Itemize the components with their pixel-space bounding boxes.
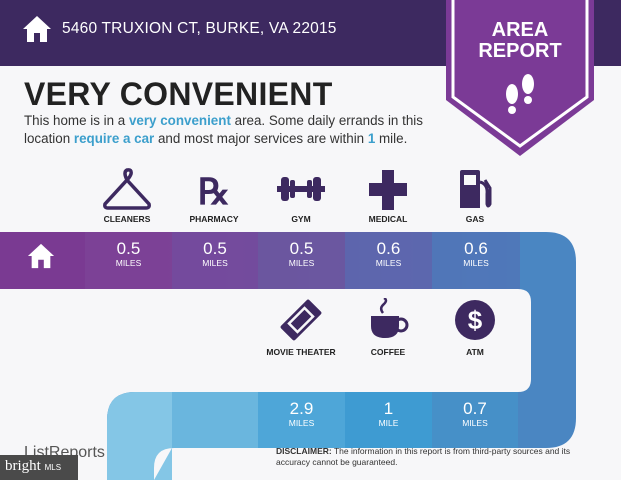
ticket-icon [280, 299, 322, 341]
page-title: VERY CONVENIENT [24, 76, 333, 112]
property-address: 5460 TRUXION CT, BURKE, VA 22015 [62, 20, 337, 37]
area-report-badge [446, 0, 594, 156]
label-atm: ATM [466, 347, 484, 357]
label-gas: GAS [465, 214, 485, 224]
label-gym: GYM [291, 214, 311, 224]
badge-title: AREA REPORT [478, 19, 562, 62]
distance-movie-theater: 2.9 MILES [288, 399, 315, 429]
distance-cleaners: 0.5 MILES [115, 239, 142, 269]
svg-text:$: $ [468, 305, 483, 335]
hanger-icon [103, 168, 151, 210]
home-icon [23, 16, 51, 42]
label-movie-theater: MOVIE THEATER [266, 347, 336, 357]
distance-coffee: 1 MILE [378, 399, 399, 429]
distance-pharmacy: 0.5 MILES [202, 239, 228, 269]
distance-gas: 0.6 MILES [463, 239, 489, 269]
footprints-icon [506, 74, 534, 114]
distance-atm: 0.7 MILES [462, 399, 488, 429]
dumbbell-icon [277, 177, 325, 201]
label-coffee: COFFEE [370, 347, 406, 357]
home-icon [27, 243, 55, 269]
label-pharmacy: PHARMACY [189, 214, 239, 224]
rx-icon: ℞ [198, 171, 230, 212]
distance-medical: 0.6 MILES [375, 239, 402, 269]
svg-text:℞: ℞ [198, 171, 230, 212]
bright-mls-watermark: bright MLS [0, 455, 78, 480]
label-medical: MEDICAL [368, 214, 408, 224]
coffee-icon [371, 298, 409, 338]
distance-gym: 0.5 MILES [288, 239, 315, 269]
description: This home is in a very convenient area. … [24, 113, 423, 146]
label-cleaners: CLEANERS [103, 214, 151, 224]
disclaimer: DISCLAIMER: The information in this repo… [276, 446, 571, 467]
medical-cross-icon [369, 170, 407, 210]
dollar-icon: $ [455, 300, 495, 340]
gas-pump-icon [460, 170, 492, 208]
